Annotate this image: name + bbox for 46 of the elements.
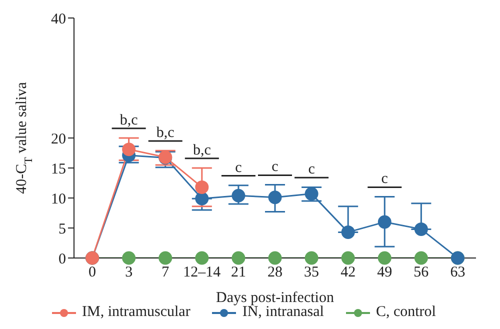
point (414, 251, 428, 265)
point (195, 180, 209, 194)
legend-label: C, control (376, 304, 436, 321)
point (304, 187, 318, 201)
x-tick-label: 42 (340, 264, 356, 281)
annotation: c (272, 159, 279, 176)
x-tick-label: 0 (88, 264, 96, 281)
point (414, 222, 428, 236)
point (378, 215, 392, 229)
annotation: c (308, 162, 316, 178)
x-tick-label: 7 (162, 264, 170, 281)
point (304, 251, 318, 265)
point (158, 251, 172, 265)
y-tick-label: 40 (51, 11, 66, 28)
x-tick-label: 35 (304, 264, 320, 281)
point (232, 251, 246, 265)
point (122, 251, 136, 265)
x-tick-label: 49 (377, 264, 392, 281)
annotation: c (235, 160, 242, 176)
point (341, 251, 355, 265)
point (268, 251, 282, 265)
y-tick-label: 20 (51, 131, 66, 148)
legend-label: IM, intramuscular (82, 304, 190, 321)
x-axis-title: Days post-infection (216, 290, 334, 306)
x-tick-label: 56 (414, 264, 430, 281)
legend-label: IN, intranasal (242, 304, 324, 321)
y-tick-label: 10 (51, 191, 66, 208)
point (195, 251, 209, 265)
annotation: b,c (192, 142, 212, 158)
x-tick-label: 28 (268, 264, 282, 281)
x-tick-label: 3 (125, 264, 133, 281)
point (268, 190, 282, 204)
point (122, 142, 136, 156)
point (341, 225, 355, 239)
x-tick-label: 63 (450, 264, 466, 281)
point (195, 192, 209, 206)
y-tick-label: 5 (58, 221, 66, 238)
x-tick-label: 12–14 (183, 264, 222, 281)
x-tick-label: 21 (230, 264, 246, 281)
annotation: b,c (156, 125, 175, 141)
point (232, 188, 246, 202)
annotation: b,c (120, 112, 138, 128)
point (378, 251, 392, 265)
y-tick-label: 0 (58, 251, 66, 268)
annotation: c (381, 171, 388, 188)
y-tick-label: 15 (51, 161, 66, 178)
